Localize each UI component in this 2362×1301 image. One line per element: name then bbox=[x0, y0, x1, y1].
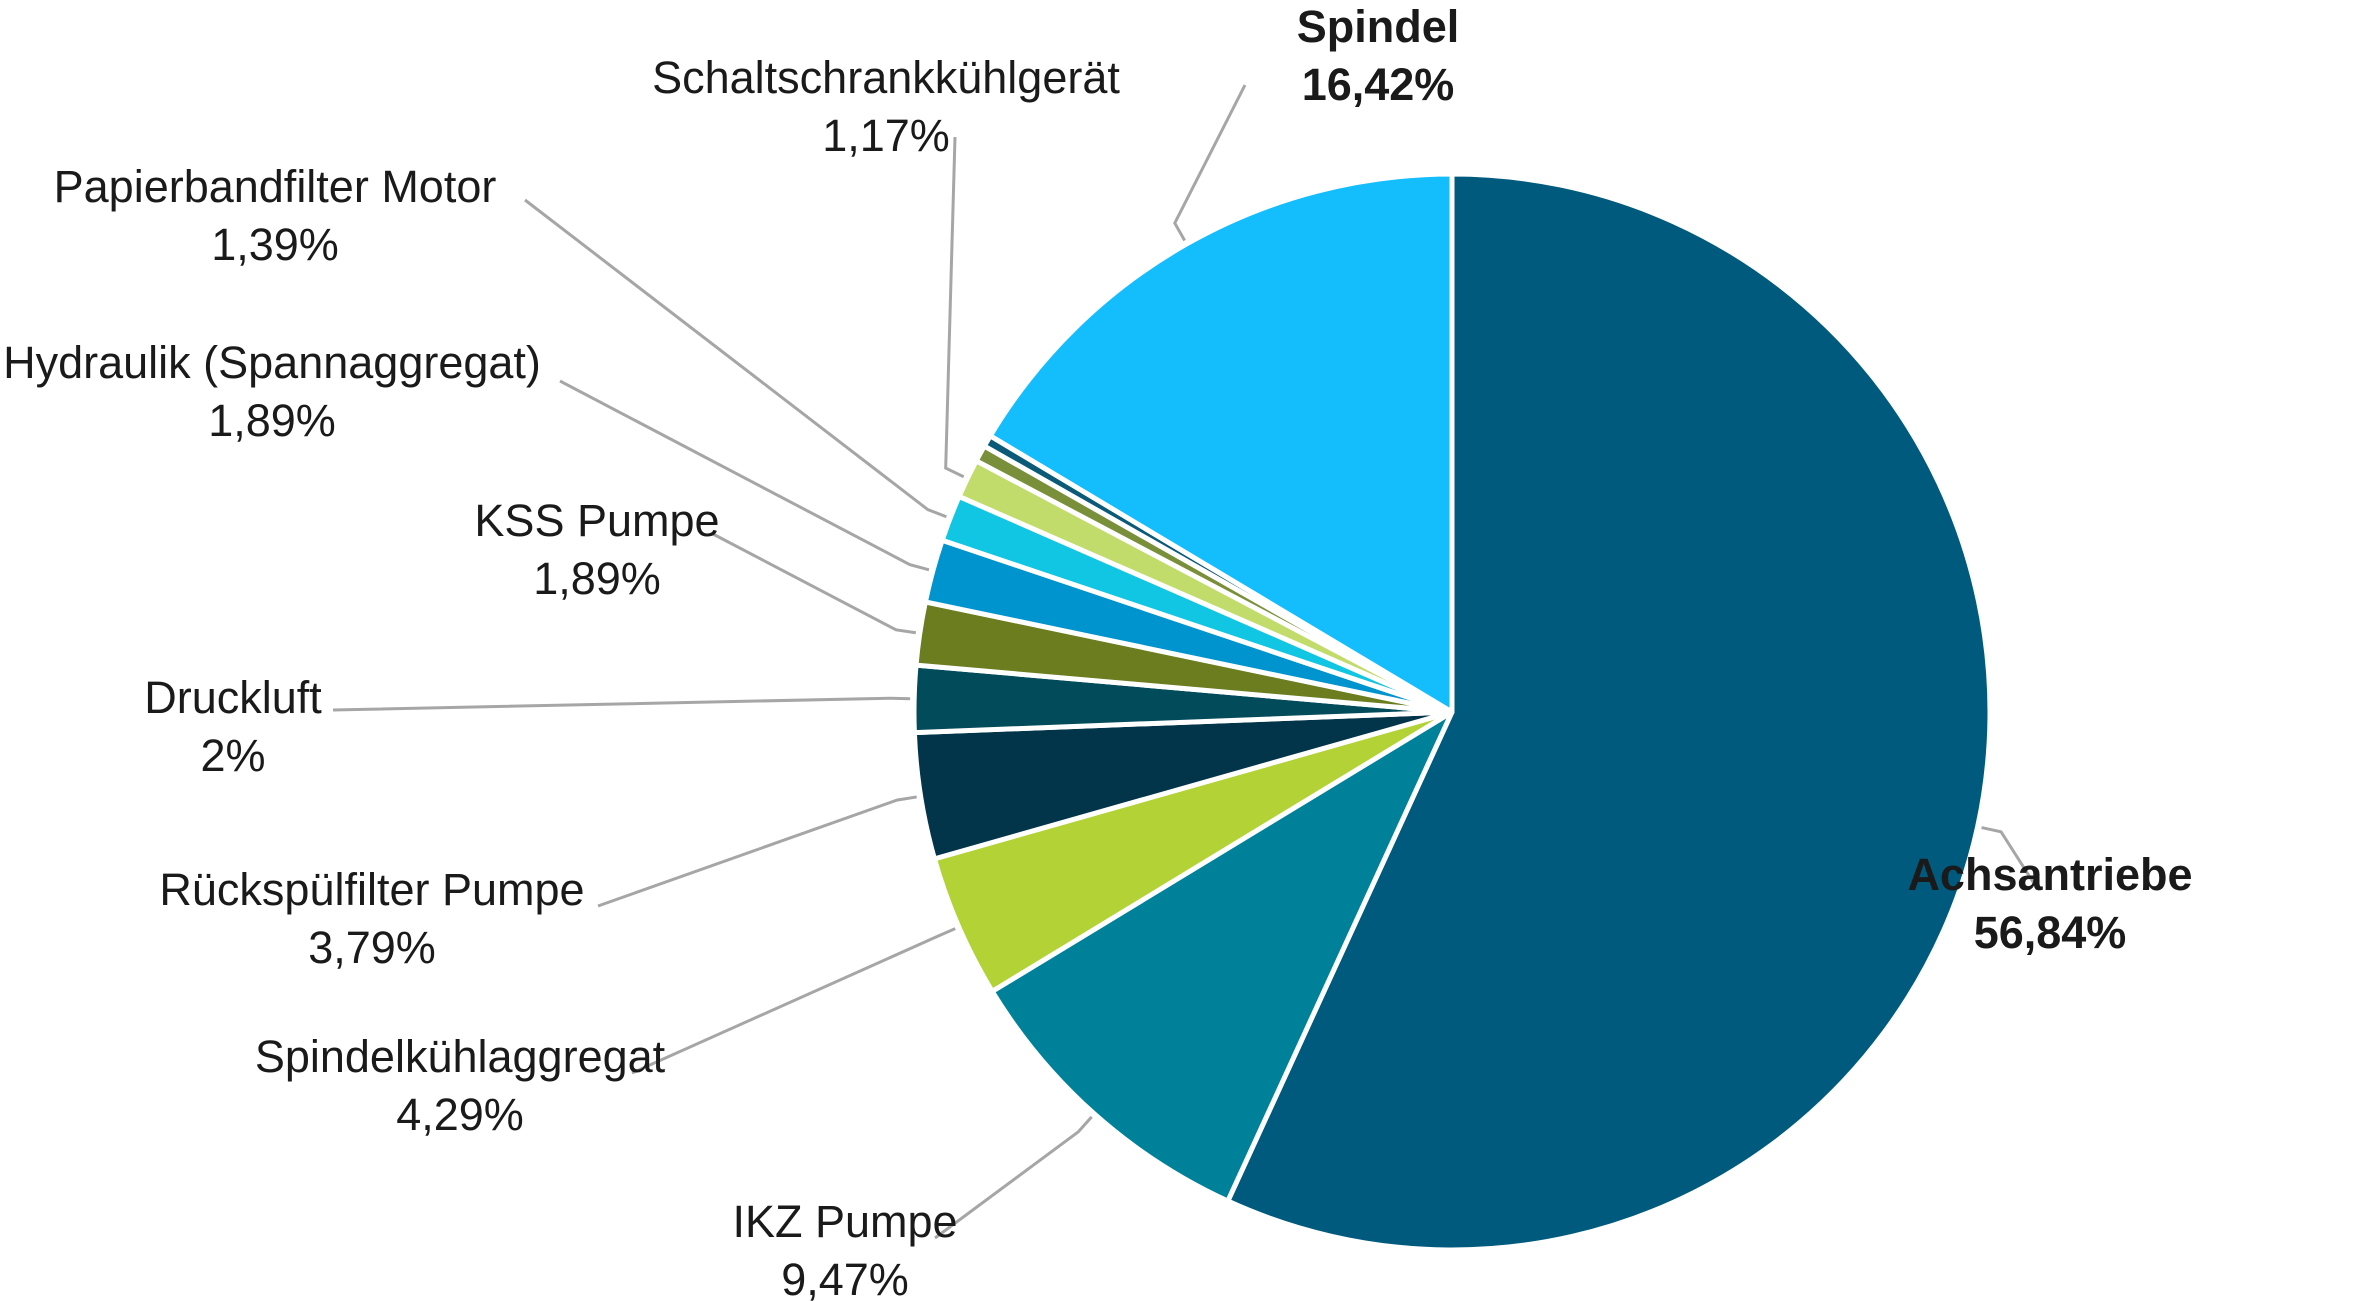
leader-line-spindelkuehlaggregat bbox=[631, 927, 956, 1075]
leader-line-druckluft bbox=[332, 696, 911, 712]
leader-line-achsantriebe bbox=[1981, 826, 2037, 886]
slice-value-label: 1,89% bbox=[208, 395, 336, 446]
slice-value-label: 1,17% bbox=[822, 110, 950, 161]
slice-name-label: Rückspülfilter Pumpe bbox=[159, 864, 584, 915]
slice-value-label: 56,84% bbox=[1974, 907, 2127, 958]
leader-line-ikz-pumpe bbox=[934, 1115, 1093, 1240]
leader-line-schaltschrankkuehlgeraet bbox=[944, 136, 965, 479]
pie-slice-ikz-pumpe bbox=[989, 709, 1455, 1204]
slice-name-label: Spindelkühlaggregat bbox=[255, 1031, 666, 1082]
slice-name-label: Papierbandfilter Motor bbox=[54, 161, 497, 212]
slice-name-label: Achsantriebe bbox=[1907, 849, 2192, 900]
slice-value-label: 9,47% bbox=[781, 1254, 909, 1301]
leader-line-papierbandfilter-motor bbox=[524, 198, 947, 519]
leader-lines bbox=[332, 84, 2037, 1240]
slice-value-label: 1,39% bbox=[211, 219, 339, 270]
pie-slice-achsantriebe bbox=[1225, 171, 1993, 1253]
leader-line-spindel bbox=[1173, 84, 1247, 242]
leader-line-hydraulik-spannaggregat bbox=[559, 379, 930, 572]
leader-line-kss-pumpe bbox=[712, 532, 917, 635]
slice-value-label: 4,29% bbox=[396, 1089, 524, 1140]
slice-name-label: Spindel bbox=[1297, 1, 1460, 52]
slice-value-label: 16,42% bbox=[1302, 59, 1455, 110]
slice-value-label: 1,89% bbox=[533, 553, 661, 604]
slice-value-label: 2% bbox=[200, 730, 265, 781]
slice-name-label: Druckluft bbox=[144, 672, 322, 723]
slice-value-label: 3,79% bbox=[308, 922, 436, 973]
slice-labels: Achsantriebe 56,84% IKZ Pumpe 9,47% Spindelk… bbox=[3, 1, 2192, 1301]
slice-name-label: IKZ Pumpe bbox=[732, 1196, 957, 1247]
leader-line-rueckspuelfilter-pumpe bbox=[597, 795, 917, 908]
slice-name-label: Hydraulik (Spannaggregat) bbox=[3, 337, 541, 388]
slice-name-label: KSS Pumpe bbox=[474, 495, 719, 546]
pie-slice-spindel bbox=[987, 171, 1455, 715]
slice-name-label: Schaltschrankkühlgerät bbox=[652, 52, 1120, 103]
pie-slices bbox=[911, 171, 1993, 1253]
